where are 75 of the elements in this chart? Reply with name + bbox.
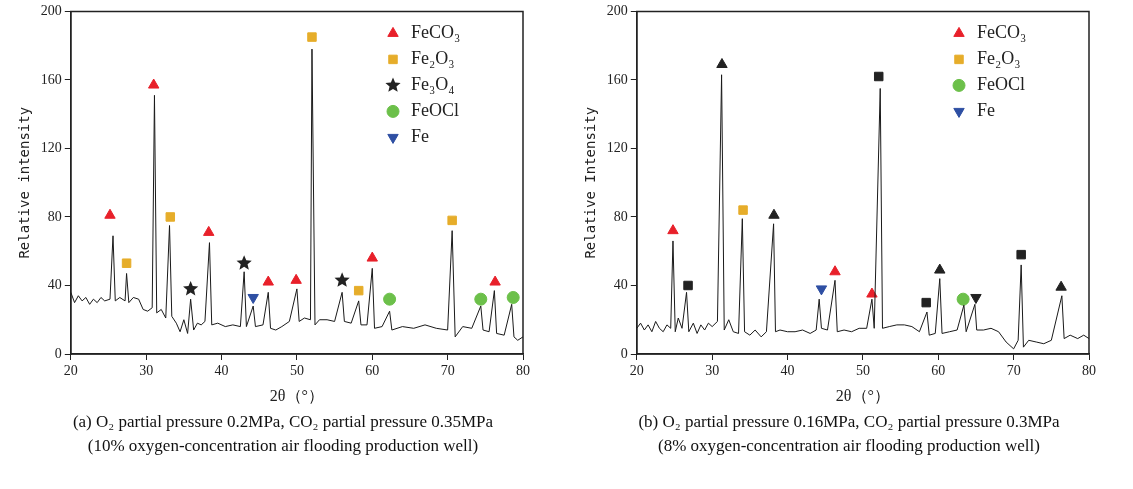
legend-label: Fe₃O₄ xyxy=(411,74,455,95)
y-tick-label: 80 xyxy=(47,208,62,224)
x-tick-label: 50 xyxy=(289,363,304,379)
point xyxy=(203,225,215,236)
point xyxy=(383,292,397,306)
x-tick-label: 40 xyxy=(780,363,795,379)
point xyxy=(121,258,132,268)
point xyxy=(290,273,302,284)
x-tick-label: 40 xyxy=(214,363,229,379)
y-tick-label: 120 xyxy=(40,140,62,156)
y-axis-title: Relative Intensity xyxy=(582,106,599,259)
y-tick-label: 80 xyxy=(613,208,628,224)
point xyxy=(1055,280,1067,291)
point xyxy=(506,290,520,304)
point xyxy=(353,285,364,296)
y-tick-label: 160 xyxy=(40,71,62,87)
text: (b) O₂ partial pressure 0.16MPa, CO₂ partial pressure 0.3MPa xyxy=(638,411,1060,433)
point xyxy=(262,275,274,286)
point xyxy=(873,71,884,82)
y-axis-title: Relative intensity xyxy=(16,106,33,259)
point xyxy=(934,263,946,274)
legend-label: Fe xyxy=(977,100,996,121)
point xyxy=(474,292,488,306)
y-tick-label: 40 xyxy=(47,277,62,293)
x-tick-label: 80 xyxy=(1082,363,1096,379)
legend-label: Fe₂O₃ xyxy=(977,48,1021,69)
point xyxy=(683,280,693,291)
point xyxy=(366,251,378,262)
y-tick-label: 200 xyxy=(606,3,628,19)
x-tick-label: 70 xyxy=(440,363,455,379)
legend-label: FeCO₃ xyxy=(977,22,1027,43)
point xyxy=(307,32,317,42)
x-tick-label: 60 xyxy=(931,363,946,379)
x-tick-label: 30 xyxy=(139,363,154,379)
legend-label: Fe₂O₃ xyxy=(411,48,455,69)
point xyxy=(921,297,931,308)
point xyxy=(738,205,748,215)
x-tick-label: 50 xyxy=(855,363,870,379)
legend-label: Fe xyxy=(411,126,430,147)
point xyxy=(768,208,780,219)
x-tick-label: 30 xyxy=(705,363,720,379)
point xyxy=(489,275,501,286)
text: (a) O₂ partial pressure 0.2MPa, CO₂ partial pressure 0.35MPa xyxy=(72,411,494,433)
point xyxy=(183,280,199,296)
y-tick-label: 120 xyxy=(606,140,628,156)
legend-label: FeOCl xyxy=(977,74,1026,95)
y-tick-label: 0 xyxy=(620,345,628,361)
point xyxy=(716,58,728,68)
point xyxy=(104,208,116,219)
point xyxy=(956,292,970,306)
y-tick-label: 40 xyxy=(613,277,628,293)
point xyxy=(667,224,679,235)
x-tick-label: 70 xyxy=(1006,363,1021,379)
point xyxy=(236,255,252,270)
text: (8% oxygen-concentration air flooding production well) xyxy=(658,435,1040,457)
y-tick-label: 160 xyxy=(606,71,628,87)
x-tick-label: 20 xyxy=(629,363,644,379)
point xyxy=(165,212,176,222)
legend-label: FeOCl xyxy=(411,100,460,121)
point xyxy=(334,272,350,287)
x-axis-title: 2θ（°） xyxy=(269,386,324,404)
point xyxy=(148,78,160,89)
y-tick-label: 0 xyxy=(54,345,62,361)
legend-label: FeCO₃ xyxy=(411,22,461,43)
x-axis-title: 2θ（°） xyxy=(835,386,890,404)
x-tick-label: 60 xyxy=(365,363,380,379)
point xyxy=(829,265,841,276)
point xyxy=(1016,249,1026,260)
y-tick-label: 200 xyxy=(40,3,62,19)
x-tick-label: 20 xyxy=(63,363,78,379)
text: (10% oxygen-concentration air flooding production well) xyxy=(87,435,479,457)
point xyxy=(447,215,457,226)
point xyxy=(970,293,982,304)
point xyxy=(247,293,259,304)
x-tick-label: 80 xyxy=(516,363,530,379)
